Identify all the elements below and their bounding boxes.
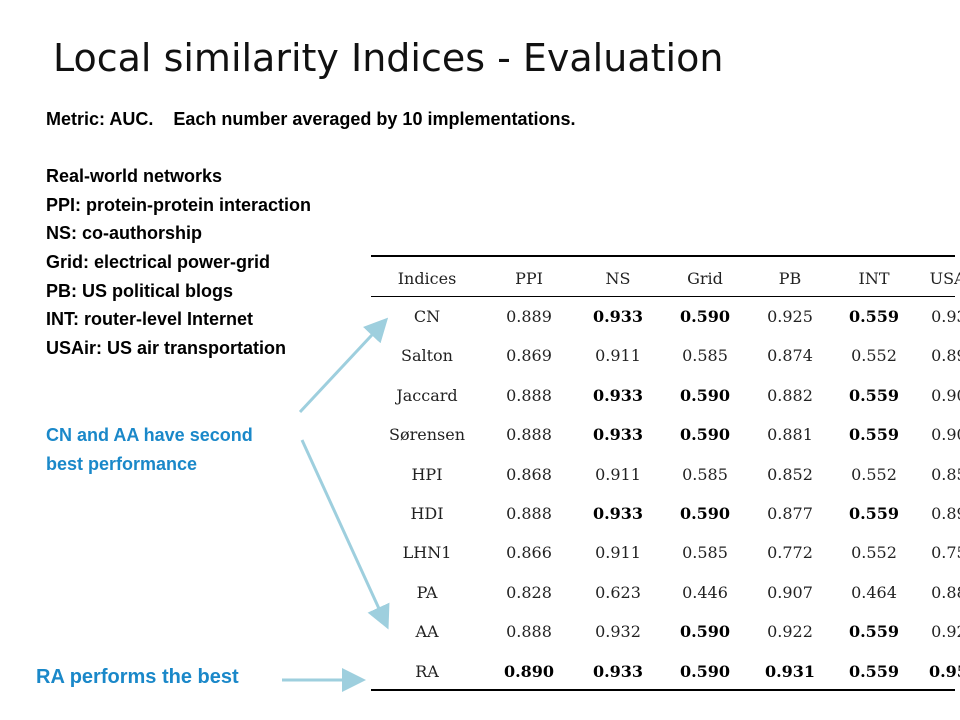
table-cell: 0.590	[679, 504, 731, 523]
table-cell: 0.874	[767, 346, 813, 366]
table-cell: 0.869	[506, 346, 552, 366]
table-cell: 0.933	[592, 661, 644, 681]
table-cell: 0.590	[679, 385, 731, 405]
table-cell: 0.857	[931, 464, 960, 484]
table-cell: 0.925	[931, 622, 960, 642]
table-cell: 0.911	[595, 543, 641, 563]
table-cell: 0.881	[767, 425, 813, 445]
table-row-label: Sørensen	[389, 425, 465, 445]
table-cell: 0.590	[679, 622, 731, 642]
table-cell: 0.898	[931, 346, 960, 366]
table-header-grid: Grid	[687, 269, 723, 288]
table-cell: 0.552	[851, 346, 897, 366]
table-cell: 0.888	[506, 425, 552, 445]
table-cell: 0.933	[592, 307, 644, 326]
network-pb: PB: US political blogs	[46, 280, 234, 301]
table-cell: 0.585	[682, 464, 728, 484]
arrow-to-cn	[298, 317, 389, 414]
table-row-label: Salton	[401, 346, 453, 366]
table-cell: 0.590	[679, 661, 731, 681]
network-grid: Grid: electrical power-grid	[46, 251, 271, 272]
arrow-to-aa	[300, 439, 390, 630]
table-bottom-rule	[371, 689, 955, 691]
table-cell: 0.890	[503, 661, 555, 681]
table-cell: 0.932	[595, 622, 641, 642]
callout-line-2: best performance	[46, 454, 198, 474]
table-cell: 0.888	[506, 504, 552, 523]
table-cell: 0.552	[851, 464, 897, 484]
table-cell: 0.933	[592, 385, 644, 405]
auc-results-table: Indices PPI NS Grid PB INT USAir CN 0.889 0.933 0.…	[371, 246, 960, 696]
table-cell: 0.931	[764, 661, 816, 681]
table-cell: 0.866	[506, 543, 552, 563]
table-cell: 0.464	[851, 582, 897, 602]
table-cell: 0.623	[595, 582, 641, 602]
table-cell: 0.772	[767, 543, 813, 563]
table-cell: 0.955	[928, 661, 960, 681]
table-cell: 0.886	[931, 582, 960, 602]
table-header-pb: PB	[778, 269, 802, 288]
table-cell: 0.590	[679, 307, 731, 326]
table-cell: 0.911	[595, 464, 641, 484]
second-best-callout: CN and AA have second best performance	[46, 421, 253, 479]
notes-block: Metric: AUC. Each number averaged by 10 …	[46, 105, 575, 362]
table-cell: 0.559	[848, 504, 900, 523]
callout-line-1: CN and AA have second	[46, 425, 253, 445]
table-cell: 0.590	[679, 425, 731, 445]
table-header-usair: USAir	[929, 269, 960, 288]
table-top-rule	[371, 255, 955, 257]
metric-note: Metric: AUC. Each number averaged by 10 …	[46, 109, 576, 129]
table-cell: 0.852	[767, 464, 813, 484]
network-usair: USAir: US air transportation	[46, 337, 287, 358]
slide-title: Local similarity Indices - Evaluation	[53, 36, 724, 80]
table-cell: 0.868	[506, 464, 552, 484]
table-row-label: Jaccard	[396, 385, 458, 405]
table-cell: 0.559	[848, 661, 900, 681]
table-header-int: INT	[858, 269, 890, 288]
table-cell: 0.559	[848, 385, 900, 405]
table-cell: 0.889	[506, 307, 552, 326]
table-cell: 0.888	[506, 385, 552, 405]
table-cell: 0.877	[767, 504, 813, 523]
table-cell: 0.895	[931, 504, 960, 523]
table-row-label: RA	[415, 661, 439, 681]
table-row-label: CN	[413, 307, 441, 326]
table-cell: 0.888	[506, 622, 552, 642]
table-header-indices: Indices	[397, 269, 457, 288]
table-cell: 0.902	[931, 425, 960, 445]
table-cell: 0.585	[682, 346, 728, 366]
network-ns: NS: co-authorship	[46, 223, 202, 244]
table-row-label: AA	[415, 622, 439, 642]
table-row-label: HDI	[410, 504, 444, 523]
table-cell: 0.882	[767, 385, 813, 405]
table-cell: 0.559	[848, 425, 900, 445]
table-row-label: HPI	[411, 464, 443, 484]
table-header-ppi: PPI	[515, 269, 543, 288]
table-cell: 0.552	[851, 543, 897, 563]
table-row-label: PA	[416, 582, 438, 602]
table-cell: 0.907	[767, 582, 813, 602]
table-cell: 0.937	[931, 307, 960, 326]
table-cell: 0.828	[506, 582, 552, 602]
table-cell: 0.559	[848, 307, 900, 326]
table-cell: 0.758	[931, 543, 960, 563]
networks-heading: Real-world networks	[46, 166, 223, 187]
table-cell: 0.911	[595, 346, 641, 366]
network-ppi: PPI: protein-protein interaction	[46, 194, 312, 215]
table-cell: 0.446	[682, 582, 728, 602]
network-int: INT: router-level Internet	[46, 309, 254, 330]
table-cell: 0.922	[767, 622, 813, 642]
table-cell: 0.933	[592, 425, 644, 445]
table-cell: 0.585	[682, 543, 728, 563]
table-cell: 0.925	[767, 307, 813, 326]
table-cell: 0.559	[848, 622, 900, 642]
table-cell: 0.901	[931, 385, 960, 405]
table-row-label: LHN1	[402, 543, 452, 563]
ra-best-label: RA performs the best	[36, 666, 239, 688]
table-header-ns: NS	[605, 269, 631, 288]
table-cell: 0.933	[592, 504, 644, 523]
table-header-rule	[371, 296, 955, 297]
